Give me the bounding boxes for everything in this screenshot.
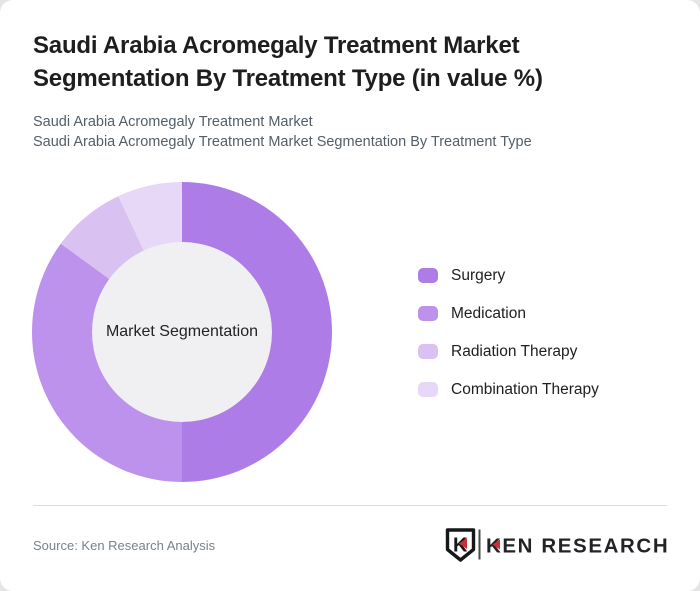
subtitle-block: Saudi Arabia Acromegaly Treatment Market… [33, 113, 532, 152]
footer-divider [33, 505, 667, 506]
legend-label: Radiation Therapy [451, 342, 578, 360]
donut-center-label: Market Segmentation [105, 323, 259, 340]
subtitle-line-2: Saudi Arabia Acromegaly Treatment Market… [33, 133, 532, 150]
page-title: Saudi Arabia Acromegaly Treatment Market… [33, 32, 543, 92]
donut-chart: Market Segmentation [32, 182, 332, 482]
legend-item-surgery: Surgery [418, 266, 599, 284]
legend-item-combination-therapy: Combination Therapy [418, 380, 599, 398]
legend-item-radiation-therapy: Radiation Therapy [418, 342, 599, 360]
logo-shield-icon: K [445, 528, 476, 562]
svg-text:KEN RESEARCH: KEN RESEARCH [486, 535, 669, 558]
legend-swatch [418, 306, 438, 321]
donut-center: Market Segmentation [92, 242, 272, 422]
legend-swatch [418, 268, 438, 283]
source-attribution: Source: Ken Research Analysis [33, 538, 216, 553]
legend-swatch [418, 382, 438, 397]
ken-research-logo: K KEN RESEARCH [445, 528, 669, 562]
legend-label: Medication [451, 304, 526, 322]
logo-wordmark: KEN RESEARCH [486, 535, 669, 558]
logo-separator [478, 529, 481, 560]
legend-swatch [418, 344, 438, 359]
legend-label: Combination Therapy [451, 380, 599, 398]
legend-item-medication: Medication [418, 304, 599, 322]
legend-label: Surgery [451, 266, 506, 284]
subtitle-line-1: Saudi Arabia Acromegaly Treatment Market [33, 114, 313, 130]
chart-legend: Surgery Medication Radiation Therapy Com… [418, 266, 599, 420]
